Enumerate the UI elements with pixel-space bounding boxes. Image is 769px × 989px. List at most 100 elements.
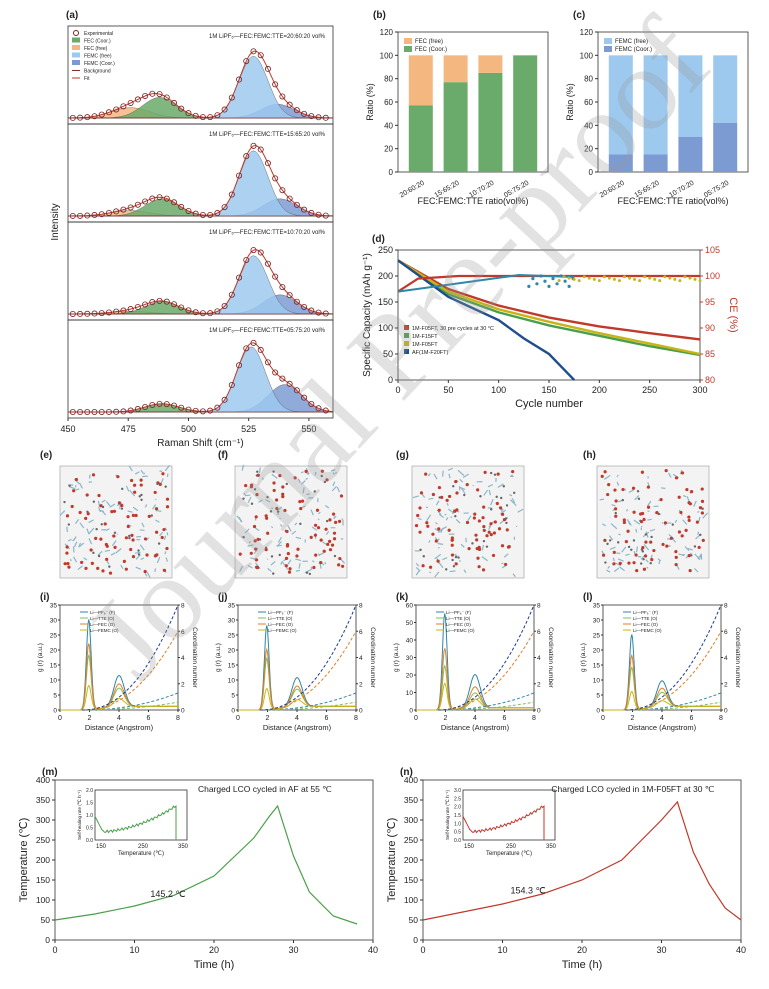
- x-tick-label: 8: [176, 715, 180, 722]
- bar-fec--coor--: [443, 82, 468, 172]
- raman-experimental-point: [142, 404, 149, 411]
- legend-entry: Li—PF₆⁻ (F): [268, 610, 293, 615]
- md-bond: [633, 519, 641, 525]
- md-atom-o: [90, 561, 94, 565]
- raman-experimental-point: [192, 112, 199, 119]
- md-atom-c: [445, 568, 448, 571]
- md-atom-o: [698, 506, 703, 510]
- md-atom-o: [499, 506, 503, 510]
- md-atom-o: [467, 547, 471, 551]
- md-atom-o: [253, 539, 257, 543]
- y-axis-label: Intensity: [50, 203, 61, 240]
- md-bond: [442, 557, 448, 561]
- md-atom-o: [112, 509, 117, 513]
- md-atom-o: [632, 510, 636, 514]
- md-bond: [128, 465, 133, 472]
- md-bond: [438, 561, 444, 569]
- md-bond: [164, 527, 168, 531]
- md-bond: [152, 504, 157, 510]
- raman-experimental-point: [257, 346, 264, 353]
- md-atom-o: [97, 493, 101, 498]
- raman-experimental-point: [98, 211, 105, 218]
- inset-x-tick-label: 350: [178, 844, 189, 850]
- md-bond: [462, 473, 469, 479]
- md-atom-o: [264, 514, 268, 518]
- md-bond: [444, 513, 447, 516]
- md-atom-c: [639, 562, 643, 565]
- md-atom-o: [414, 523, 419, 528]
- capacity-series-1: [397, 259, 701, 357]
- md-atom-o: [632, 561, 636, 565]
- ce-scatter-point: [527, 284, 531, 288]
- y-tick-label: 50: [406, 620, 414, 627]
- md-atom-o: [84, 516, 88, 520]
- md-atom-o: [304, 469, 308, 473]
- md-bond: [610, 523, 618, 530]
- raman-experimental-point: [228, 94, 235, 101]
- md-atom-o: [124, 567, 128, 571]
- raman-experimental-point: [272, 81, 279, 88]
- md-atom-o: [476, 488, 480, 492]
- md-atom-c: [422, 555, 425, 558]
- md-atom-o: [481, 516, 485, 520]
- md-atom-o: [296, 547, 300, 551]
- legend-entry: Li—FEC (O): [633, 622, 658, 627]
- md-bond: [635, 528, 638, 533]
- raman-experimental-point: [127, 204, 134, 211]
- legend-entry: Li—FEMC (O): [90, 628, 119, 633]
- y2-tick-label: 8: [724, 603, 728, 610]
- raman-experimental-point: [91, 310, 98, 317]
- x-axis-label: Distance (Angstrom): [628, 723, 697, 732]
- x-tick-label: 100: [491, 385, 506, 395]
- md-atom-o: [489, 533, 493, 537]
- md-bond: [104, 549, 111, 552]
- y-tick-label: 300: [404, 815, 418, 825]
- y-tick-label: 20: [406, 673, 414, 680]
- md-atom-o: [147, 514, 151, 518]
- raman-experimental-point: [163, 298, 170, 305]
- y-axis-label: Temperature (℃): [386, 818, 398, 903]
- md-bond: [488, 489, 491, 496]
- md-atom-c: [121, 487, 124, 491]
- md-atom-o: [482, 525, 486, 529]
- md-atom-o: [325, 478, 329, 482]
- y2-tick-label: 8: [181, 603, 185, 610]
- md-atom-o: [284, 564, 288, 568]
- md-box: [59, 465, 173, 579]
- md-bond: [75, 519, 80, 524]
- md-bond: [279, 524, 283, 527]
- bar-femc--free-: [678, 55, 703, 138]
- md-bond: [295, 536, 302, 540]
- legend-entry: FEC (free): [415, 39, 443, 45]
- md-atom-o: [674, 555, 678, 560]
- md-bond: [247, 496, 252, 504]
- md-atom-o: [332, 531, 337, 535]
- x-axis-label: FEC:FEMC:TTE ratio(vol%): [617, 196, 728, 206]
- md-atom-o: [450, 553, 455, 557]
- ce-scatter-point: [557, 279, 561, 283]
- md-atom-o: [612, 550, 616, 554]
- md-atom-o: [287, 570, 292, 574]
- x-axis-label: Time (h): [194, 959, 235, 971]
- ce-scatter-point: [668, 276, 672, 280]
- md-bond: [695, 534, 700, 540]
- raman-experimental-point: [308, 401, 315, 408]
- ce-scatter-point: [572, 277, 576, 281]
- md-atom-o: [614, 514, 618, 518]
- md-bond: [319, 563, 322, 569]
- md-atom-c: [242, 536, 245, 539]
- md-atom-o: [143, 537, 148, 541]
- md-bond: [626, 508, 629, 512]
- y2-tick-label: 4: [724, 655, 728, 662]
- md-bond: [616, 474, 619, 478]
- md-atom-o: [130, 478, 134, 483]
- md-bond: [427, 473, 431, 477]
- raman-experimental-point: [127, 306, 134, 313]
- y-tick-label: 150: [378, 297, 393, 307]
- raman-experimental-point: [178, 203, 185, 210]
- md-bond: [287, 559, 292, 565]
- md-bond: [88, 481, 93, 483]
- legend-swatch: [72, 60, 80, 65]
- md-bond: [324, 561, 327, 565]
- y-tick-label: 150: [36, 875, 50, 885]
